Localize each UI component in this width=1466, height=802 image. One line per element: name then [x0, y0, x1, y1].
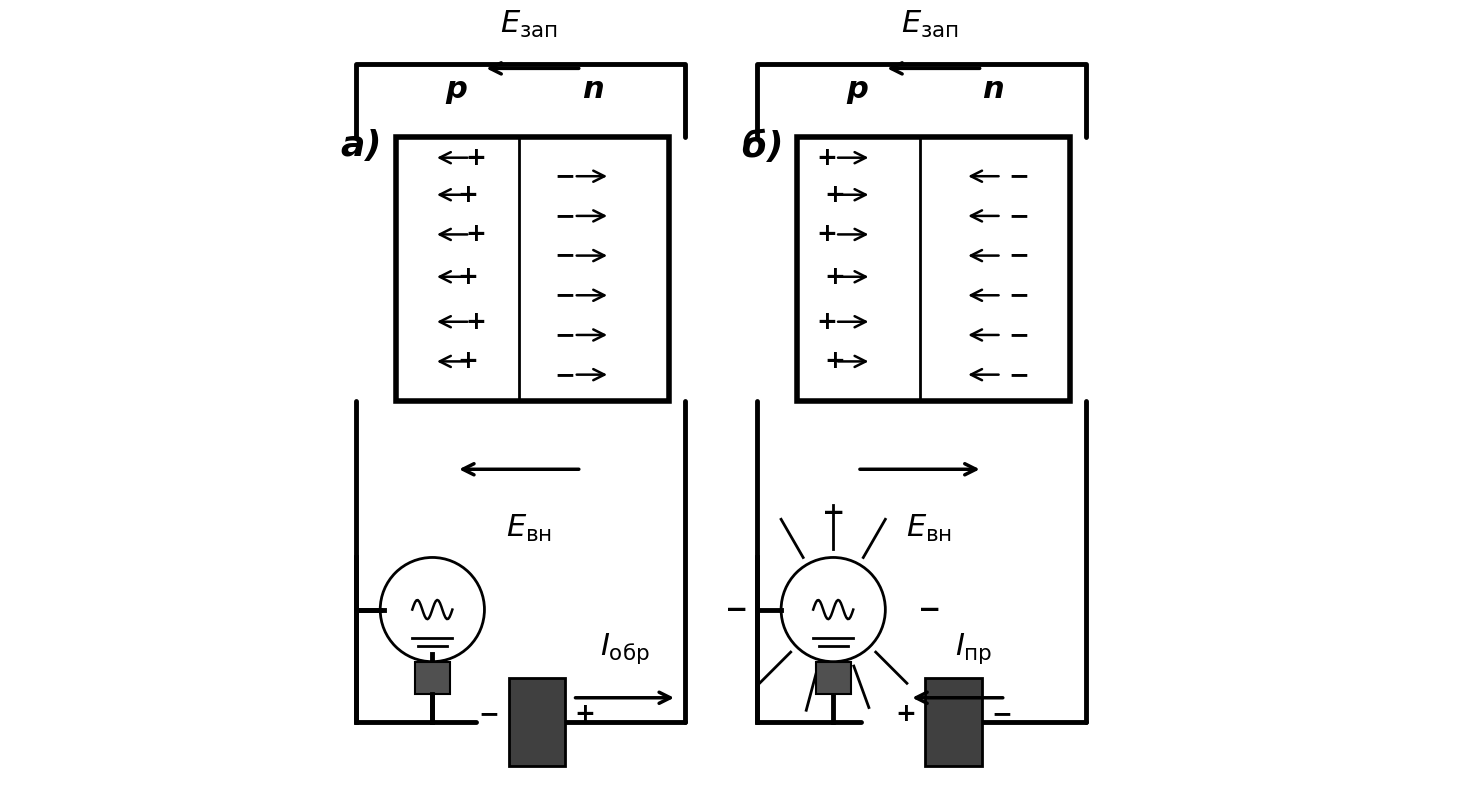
- Text: $E_{\mathrm{зап}}$: $E_{\mathrm{зап}}$: [900, 9, 959, 40]
- Text: +: +: [817, 222, 837, 246]
- Text: p: p: [446, 75, 468, 104]
- Text: +: +: [457, 183, 479, 207]
- Text: $E_{\mathrm{вн}}$: $E_{\mathrm{вн}}$: [906, 513, 953, 545]
- Text: $\bfit{б)}$: $\bfit{б)}$: [740, 126, 781, 164]
- Text: −: −: [554, 363, 575, 387]
- Text: $E_{\mathrm{зап}}$: $E_{\mathrm{зап}}$: [500, 9, 557, 40]
- Text: −: −: [554, 164, 575, 188]
- Text: n: n: [982, 75, 1004, 104]
- Text: +: +: [817, 310, 837, 334]
- Text: +: +: [824, 265, 846, 289]
- Text: −: −: [726, 596, 749, 624]
- Bar: [509, 678, 564, 766]
- Text: −: −: [1009, 204, 1029, 228]
- Text: +: +: [894, 702, 916, 726]
- Text: −: −: [554, 204, 575, 228]
- Text: $\bfit{а)}$: $\bfit{а)}$: [340, 127, 380, 163]
- Text: +: +: [466, 222, 487, 246]
- Text: +: +: [575, 702, 595, 726]
- Text: −: −: [918, 596, 941, 624]
- Text: −: −: [554, 323, 575, 347]
- Text: $I_{\mathrm{обр}}$: $I_{\mathrm{обр}}$: [600, 631, 649, 666]
- Text: −: −: [1009, 244, 1029, 268]
- Text: $I_{\mathrm{пр}}$: $I_{\mathrm{пр}}$: [954, 631, 992, 666]
- Text: +: +: [457, 350, 479, 374]
- Text: +: +: [824, 350, 846, 374]
- Bar: [396, 136, 668, 401]
- Text: −: −: [1009, 164, 1029, 188]
- Bar: [415, 662, 450, 694]
- Text: +: +: [824, 183, 846, 207]
- Text: −: −: [821, 500, 844, 528]
- Text: p: p: [846, 75, 868, 104]
- Text: n: n: [582, 75, 604, 104]
- Bar: [798, 136, 1070, 401]
- Text: $E_{\mathrm{вн}}$: $E_{\mathrm{вн}}$: [506, 513, 551, 545]
- Bar: [815, 662, 850, 694]
- Text: −: −: [991, 702, 1012, 726]
- Text: −: −: [1009, 323, 1029, 347]
- Text: +: +: [457, 265, 479, 289]
- Text: −: −: [554, 244, 575, 268]
- Text: −: −: [1009, 283, 1029, 307]
- Bar: [925, 678, 982, 766]
- Text: +: +: [817, 146, 837, 170]
- Text: +: +: [466, 146, 487, 170]
- Text: −: −: [1009, 363, 1029, 387]
- Text: −: −: [478, 702, 498, 726]
- Text: −: −: [554, 283, 575, 307]
- Text: +: +: [466, 310, 487, 334]
